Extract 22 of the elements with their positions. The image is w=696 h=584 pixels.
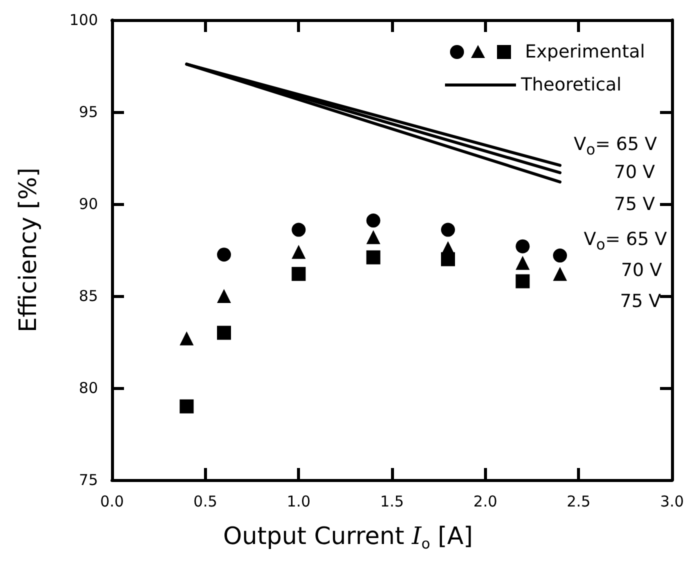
y-tick-label: 100 [69, 11, 98, 29]
annotation: V$_{o}$= 65 V [584, 229, 667, 256]
y-tick-label: 75 [78, 471, 98, 489]
x-tick-label: 2.5 [566, 492, 591, 510]
x-tick-label: 1.0 [286, 492, 311, 510]
legend-label: Experimental [525, 42, 646, 62]
x-tick-label: 1.5 [380, 492, 404, 510]
annotation: 75 V [620, 291, 661, 313]
x-tick-label: 0.0 [100, 492, 124, 510]
x-tick-label: 0.5 [193, 492, 218, 510]
legend-label: Theoretical [520, 74, 622, 96]
x-tick-label: 3.0 [660, 492, 684, 510]
y-tick-label: 85 [78, 287, 98, 305]
x-tick-label: 2.0 [473, 492, 498, 510]
annotation: V$_{o}$= 65 V [574, 134, 657, 161]
annotation: 75 V [614, 194, 655, 216]
y-axis-title: Efficiency [%] [14, 168, 42, 332]
y-tick-label: 90 [78, 195, 98, 213]
y-tick-label: 95 [78, 103, 98, 121]
annotation: 70 V [614, 162, 655, 184]
y-tick-label: 80 [78, 379, 98, 397]
annotation: 70 V [621, 260, 662, 282]
